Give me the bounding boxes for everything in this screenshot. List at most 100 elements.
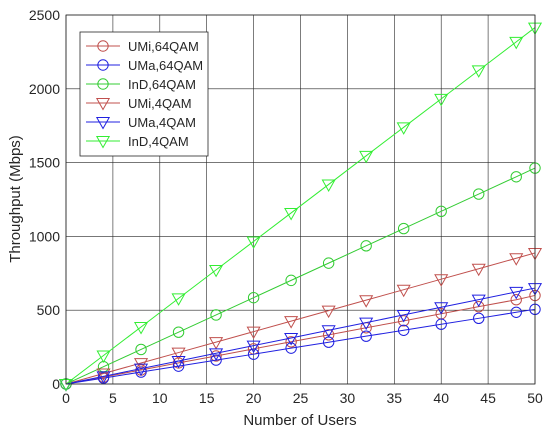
plot-frame (65, 14, 536, 385)
marker-triangle (284, 332, 299, 346)
marker-circle (97, 78, 109, 90)
marker-triangle (209, 264, 224, 278)
marker-triangle (471, 263, 486, 277)
marker-triangle (359, 150, 374, 164)
marker-triangle (284, 207, 299, 221)
marker-triangle (434, 93, 449, 107)
marker-circle (135, 366, 147, 378)
marker-triangle (509, 286, 524, 300)
y-axis-label: Throughput (Mbps) (7, 135, 24, 263)
x-tick-label: 0 (62, 390, 70, 406)
marker-triangle (171, 347, 186, 361)
marker-triangle (509, 253, 524, 266)
marker-circle (510, 306, 522, 318)
legend-item: InD,4QAM (86, 134, 189, 149)
legend-box (79, 31, 209, 157)
marker-circle (247, 348, 260, 360)
marker-triangle (95, 136, 111, 149)
marker-triangle (171, 293, 186, 306)
marker-triangle (96, 371, 111, 384)
y-tick-label: 0 (52, 376, 60, 392)
marker-triangle (96, 368, 111, 382)
marker-triangle (209, 337, 224, 350)
marker-circle (285, 342, 297, 354)
marker-triangle (396, 309, 411, 323)
marker-triangle (509, 36, 524, 50)
marker-circle (210, 354, 222, 366)
marker-triangle (471, 294, 486, 308)
marker-triangle (209, 348, 224, 361)
series-line (65, 287, 536, 385)
series-line (65, 308, 536, 385)
series-line (65, 252, 536, 385)
marker-circle (360, 240, 372, 252)
x-axis-label: Number of Users (243, 412, 356, 429)
y-tick-labels: 0 500 1000 1500 2000 2500 (29, 7, 60, 392)
legend-item: InD,64QAM (86, 77, 196, 92)
y-tick-label: 500 (37, 302, 61, 318)
marker-triangle (171, 356, 186, 369)
marker-circle (135, 343, 147, 356)
series-line (65, 167, 536, 385)
legend-item: UMa,64QAM (86, 58, 203, 73)
x-tick-label: 10 (152, 390, 168, 406)
legend-label: UMa,4QAM (128, 115, 196, 130)
marker-triangle (95, 98, 111, 111)
marker-circle (247, 291, 260, 304)
legend-label: InD,4QAM (128, 134, 189, 149)
legend-item: UMi,64QAM (86, 39, 199, 54)
marker-circle (510, 294, 522, 306)
x-tick-label: 45 (480, 390, 496, 406)
legend-item: UMa,4QAM (86, 115, 196, 130)
y-tick-label: 2500 (29, 7, 60, 23)
legend-item: UMi,4QAM (86, 96, 192, 111)
x-tick-label: 25 (293, 390, 309, 406)
x-tick-label: 35 (387, 390, 403, 406)
marker-triangle (396, 284, 411, 298)
marker-triangle (246, 326, 261, 340)
marker-triangle (321, 305, 336, 319)
marker-triangle (359, 317, 374, 331)
legend-label: UMi,4QAM (128, 96, 192, 111)
legend-label: UMi,64QAM (128, 39, 199, 54)
marker-circle (435, 318, 447, 330)
marker-circle (360, 330, 372, 342)
x-tick-label: 50 (527, 390, 543, 406)
y-tick-label: 2000 (29, 81, 60, 97)
marker-triangle (96, 350, 111, 364)
x-tick-label: 30 (340, 390, 356, 406)
x-tick-label: 5 (109, 390, 117, 406)
x-tick-label: 20 (246, 390, 262, 406)
marker-circle (397, 222, 410, 235)
series-uma-4qam (58, 283, 543, 392)
marker-circle (473, 188, 485, 200)
marker-circle (210, 309, 222, 321)
marker-circle (473, 300, 485, 313)
marker-circle (473, 312, 485, 325)
legend-label: InD,64QAM (128, 77, 196, 92)
marker-triangle (321, 325, 336, 338)
marker-triangle (321, 179, 336, 192)
legend: UMi,64QAM UMa,64QAM InD,64QAM UMi,4QAM UMa,4… (79, 31, 209, 157)
legend-label: UMa,64QAM (128, 58, 203, 73)
marker-triangle (133, 322, 149, 335)
x-tick-label: 40 (433, 390, 449, 406)
marker-circle (510, 171, 522, 183)
marker-circle (435, 205, 447, 218)
marker-triangle (471, 65, 486, 78)
marker-circle (397, 324, 410, 336)
marker-triangle (246, 236, 261, 249)
marker-triangle (359, 295, 374, 308)
series-umi-4qam (58, 247, 543, 392)
marker-triangle (434, 302, 449, 315)
marker-circle (172, 326, 185, 338)
marker-circle (97, 40, 109, 52)
marker-circle (322, 329, 335, 341)
marker-circle (397, 315, 410, 327)
marker-triangle (396, 122, 411, 135)
series-line (65, 294, 536, 385)
x-tick-labels: 0 5 10 15 20 25 30 35 40 45 50 (62, 390, 543, 406)
marker-triangle (95, 117, 111, 130)
marker-circle (210, 350, 222, 362)
